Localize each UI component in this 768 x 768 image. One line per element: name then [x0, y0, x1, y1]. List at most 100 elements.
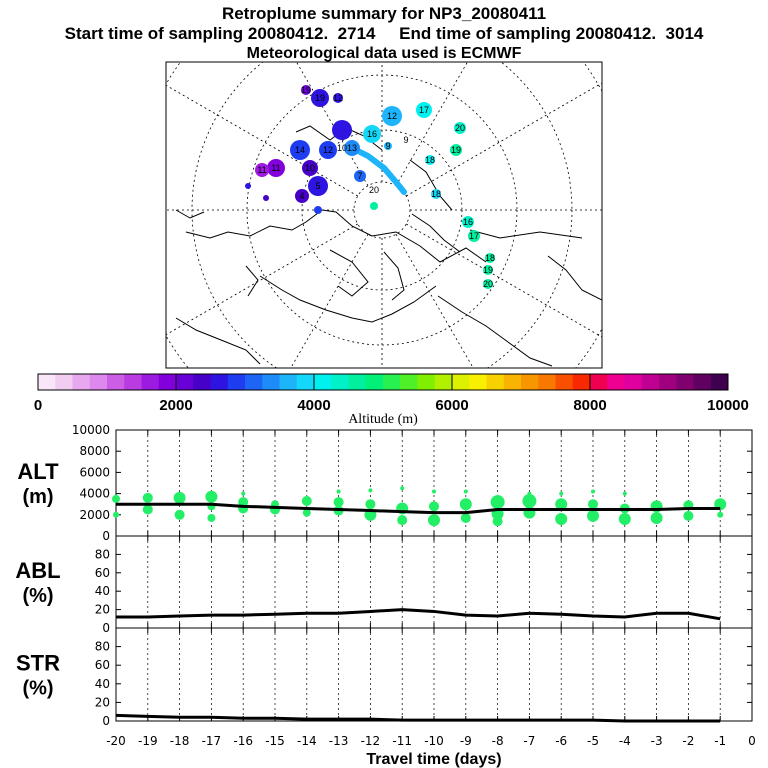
colorbar-axis-label: Altitude (m) — [348, 412, 418, 427]
altitude-dot — [428, 514, 440, 527]
x-tick-label: -14 — [297, 734, 317, 748]
y-tick-label: 40 — [95, 584, 110, 598]
map-label: 18 — [425, 155, 435, 165]
panel-label: ALT — [17, 459, 59, 484]
y-tick-label: 40 — [95, 677, 110, 691]
x-tick-label: -10 — [424, 734, 444, 748]
map-label: 9 — [403, 135, 408, 145]
plume-circle — [344, 140, 360, 156]
x-tick-label: -6 — [555, 734, 567, 748]
colorbar-swatch — [158, 374, 177, 390]
colorbar-swatch — [38, 374, 56, 390]
plume-circle — [382, 106, 402, 126]
colorbar-swatch — [210, 374, 229, 390]
y-tick-label: 20 — [95, 695, 110, 709]
altitude-dot — [650, 511, 663, 524]
plume-circle — [468, 230, 480, 242]
colorbar-swatch — [314, 374, 332, 390]
colorbar-tick-label: 8000 — [573, 397, 606, 414]
altitude-dot — [527, 491, 532, 496]
coastline — [469, 229, 583, 239]
map-label: 19 — [315, 93, 325, 103]
colorbar-swatch — [693, 374, 712, 390]
altitude-dot — [591, 489, 595, 494]
altitude-dot — [559, 491, 564, 496]
colorbar-swatch — [176, 374, 194, 390]
map-label: 12 — [387, 111, 397, 121]
altitude-dot — [683, 510, 694, 521]
map-label: 19 — [451, 145, 461, 155]
coastline — [547, 255, 602, 301]
map-inner: 19 12 19 17 20 16 12 18 19 13 12 10 9 5 4 20 16 17 18 19 20 1… — [166, 62, 602, 368]
altitude-dot — [460, 512, 471, 523]
altitude-dot — [368, 488, 373, 493]
panel-unit-label: (%) — [22, 585, 53, 607]
sampling-times: Start time of sampling 20080412. 2714 En… — [64, 24, 704, 43]
plume-circle — [267, 159, 285, 177]
y-tick-label: 10000 — [72, 423, 110, 437]
colorbar-tick-label: 0 — [34, 397, 42, 414]
altitude-dot — [463, 489, 468, 494]
plume-circle — [295, 189, 309, 203]
colorbar-tick-label: 4000 — [297, 397, 330, 414]
colorbar-swatch — [124, 374, 142, 390]
colorbar-swatch — [107, 374, 125, 390]
altitude-dot — [336, 489, 341, 494]
coastline — [175, 209, 205, 219]
time-series-panels: 0200040006000800010000ALT(m)020406080ABL… — [15, 423, 755, 768]
altitude-dot — [241, 491, 246, 496]
map-frame — [165, 61, 603, 369]
y-tick-label: 0 — [102, 529, 110, 543]
colorbar-swatch — [400, 374, 418, 390]
str-fraction-line — [115, 713, 721, 723]
altitude-dot — [174, 509, 185, 520]
map-label: 18 — [485, 253, 495, 263]
x-tick-label: -12 — [361, 734, 381, 748]
x-tick-label: -9 — [460, 734, 472, 748]
altitude-dot — [588, 499, 598, 510]
colorbar-swatch — [279, 374, 298, 390]
x-tick-label: -15 — [265, 734, 285, 748]
coastline — [185, 209, 487, 263]
panel-unit-label: (m) — [22, 486, 53, 508]
map-label: 12 — [323, 145, 333, 155]
altitude-dot — [492, 516, 503, 527]
altitude-dot — [173, 491, 186, 504]
plume-circle — [462, 216, 474, 228]
map-label: 19 — [483, 265, 493, 275]
colorbar-swatch — [572, 374, 591, 390]
plume-circle — [255, 163, 269, 177]
y-tick-label: 60 — [95, 658, 110, 672]
y-tick-label: 80 — [95, 640, 110, 654]
plume-circle — [333, 93, 343, 103]
y-tick-label: 0 — [102, 621, 110, 635]
altitude-dot — [522, 494, 537, 509]
x-tick-label: -13 — [329, 734, 349, 748]
altitude-dot — [301, 496, 312, 507]
altitude-dot — [555, 498, 568, 511]
meridian-line — [406, 223, 602, 338]
map-label: 12 — [333, 93, 343, 103]
map-label: 7 — [357, 171, 362, 181]
plume-circle — [302, 160, 318, 176]
plume-circle — [308, 176, 328, 196]
x-tick-label: -16 — [233, 734, 253, 748]
plume-circle — [314, 206, 322, 214]
colorbar-swatch — [486, 374, 505, 390]
colorbar-swatch — [710, 374, 729, 390]
altitude-dot — [365, 499, 376, 510]
colorbar-swatch — [607, 374, 625, 390]
plume-circle — [450, 144, 462, 156]
map-label: 10 — [305, 163, 315, 173]
plume-circle — [301, 85, 311, 95]
altitude-dot — [400, 486, 405, 491]
polar-map: 19 12 19 17 20 16 12 18 19 13 12 10 9 5 4 20 16 17 18 19 20 1… — [165, 61, 603, 369]
altitude-dot — [490, 495, 505, 510]
colorbar-swatch — [296, 374, 315, 390]
x-tick-label: -2 — [682, 734, 694, 748]
median-altitude-line — [116, 502, 721, 515]
meridian-line — [395, 234, 474, 368]
altitude-dot — [432, 489, 436, 494]
y-tick-label: 60 — [95, 566, 110, 580]
